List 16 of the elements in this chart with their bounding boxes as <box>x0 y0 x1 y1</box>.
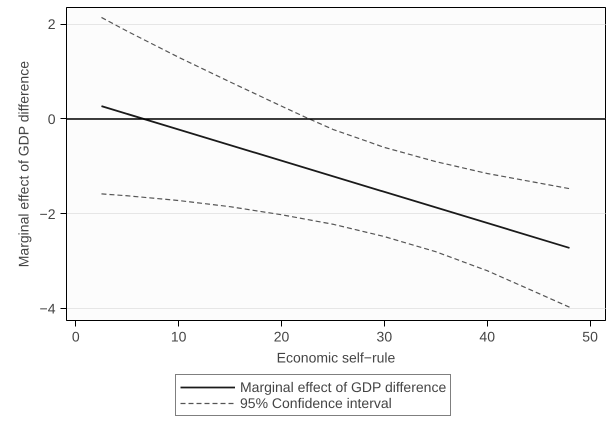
x-tick-label: 0 <box>72 328 80 344</box>
legend-label: 95% Confidence interval <box>240 395 392 411</box>
line-series <box>100 193 570 308</box>
x-tick-label: 40 <box>479 328 496 344</box>
y-tick-label: −4 <box>40 300 56 317</box>
line-series <box>100 16 570 190</box>
x-axis-title: Economic self−rule <box>276 350 396 366</box>
y-axis-title: Marginal effect of GDP difference <box>16 60 32 268</box>
y-tick-label: −2 <box>40 206 56 222</box>
x-tick-label: 50 <box>582 328 598 344</box>
x-tick-label: 10 <box>170 328 187 344</box>
x-tick-label: 30 <box>376 328 392 344</box>
y-tick-label: 2 <box>48 16 56 32</box>
x-tick-label: 20 <box>274 328 290 344</box>
legend-label: Marginal effect of GDP difference <box>240 379 446 395</box>
y-tick-label: 0 <box>48 110 56 127</box>
